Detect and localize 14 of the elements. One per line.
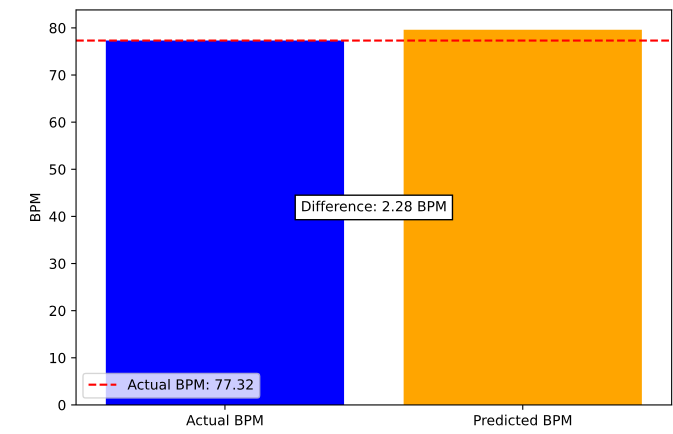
x-tick-label: Predicted BPM [474, 414, 572, 426]
y-tick-label: 30 [50, 258, 66, 270]
y-tick-label: 70 [50, 70, 66, 80]
y-tick-label: 80 [50, 22, 66, 34]
y-tick-label: 10 [50, 352, 66, 364]
legend-label: Actual BPM: 77.32 [128, 378, 253, 390]
y-tick-label: 20 [50, 306, 66, 316]
y-tick-label: 60 [50, 117, 66, 128]
x-tick-label: Actual BPM [186, 414, 262, 426]
y-tick-label: 50 [50, 164, 66, 175]
y-axis-title: BPM [30, 194, 40, 222]
annotation: Difference: 2.28 BPM [302, 200, 446, 212]
y-tick-label: 0 [58, 400, 66, 410]
y-tick-label: 40 [49, 211, 66, 222]
